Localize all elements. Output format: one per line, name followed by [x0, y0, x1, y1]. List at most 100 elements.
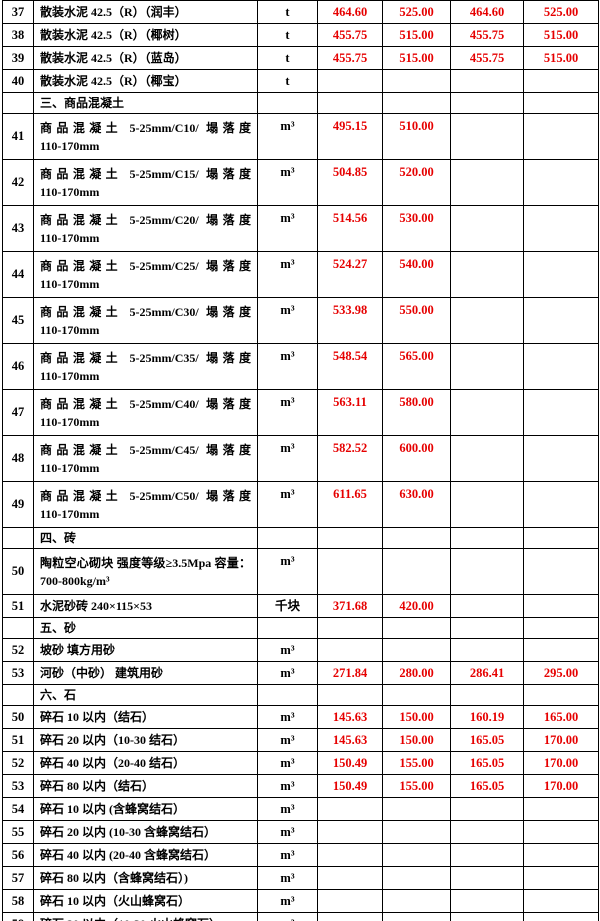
price-cell-2: 150.00	[382, 728, 451, 752]
price-cell-1: 150.49	[317, 774, 383, 798]
price-cell-2: 510.00	[382, 113, 451, 160]
row-number-cell	[2, 617, 34, 639]
price-cell-1: 548.54	[317, 343, 383, 390]
unit-cell: m³	[257, 638, 318, 662]
item-name-cell: 散装水泥 42.5（R）（润丰）	[33, 0, 258, 24]
price-cell-3	[450, 866, 524, 890]
item-row: 53 碎石 80 以内（结石） m³ 150.49 155.00 165.05 170.00	[2, 774, 599, 798]
item-name-cell: 散装水泥 42.5（R）（椰宝）	[33, 69, 258, 93]
price-cell-3	[450, 205, 524, 252]
row-number-cell	[2, 684, 34, 706]
price-cell-4: 515.00	[523, 23, 599, 47]
price-cell-3	[450, 912, 524, 921]
price-cell-3	[450, 113, 524, 160]
price-cell-4	[523, 389, 599, 436]
price-cell-4	[523, 912, 599, 921]
item-name-cell: 商品混凝土 5-25mm/C25/ 塌落度 110-170mm	[33, 251, 258, 298]
price-cell-3: 165.05	[450, 774, 524, 798]
unit-cell: m³	[257, 866, 318, 890]
price-cell-1	[317, 92, 383, 114]
price-cell-2	[382, 820, 451, 844]
item-row: 37 散装水泥 42.5（R）（润丰） t 464.60 525.00 464.60 525…	[2, 0, 599, 24]
item-row: 57 碎石 80 以内（含蜂窝结石）) m³	[2, 866, 599, 890]
price-cell-2	[382, 527, 451, 549]
row-number-cell: 45	[2, 297, 34, 344]
item-name-cell: 商品混凝土 5-25mm/C45/ 塌落度 110-170mm	[33, 435, 258, 482]
price-cell-3	[450, 159, 524, 206]
item-row: 42 商品混凝土 5-25mm/C15/ 塌落度 110-170mm m³ 504.85…	[2, 159, 599, 206]
row-number-cell: 59	[2, 912, 34, 921]
row-number-cell: 42	[2, 159, 34, 206]
row-number-cell: 40	[2, 69, 34, 93]
price-cell-2	[382, 638, 451, 662]
unit-cell	[257, 684, 318, 706]
price-cell-1	[317, 527, 383, 549]
price-cell-4	[523, 159, 599, 206]
price-cell-4: 170.00	[523, 728, 599, 752]
item-row: 52 碎石 40 以内（20-40 结石） m³ 150.49 155.00 165.05…	[2, 751, 599, 775]
item-name-cell: 商品混凝土 5-25mm/C15/ 塌落度 110-170mm	[33, 159, 258, 206]
price-cell-4	[523, 113, 599, 160]
price-cell-2	[382, 843, 451, 867]
unit-cell: 千块	[257, 594, 318, 618]
price-cell-1	[317, 617, 383, 639]
item-row: 56 碎石 40 以内 (20-40 含蜂窝结石） m³	[2, 843, 599, 867]
price-cell-2: 280.00	[382, 661, 451, 685]
price-cell-4	[523, 251, 599, 298]
price-cell-3	[450, 820, 524, 844]
item-name-cell: 河砂（中砂） 建筑用砂	[33, 661, 258, 685]
unit-cell: m³	[257, 548, 318, 595]
price-cell-2: 550.00	[382, 297, 451, 344]
price-cell-1: 504.85	[317, 159, 383, 206]
item-name-cell: 碎石 10 以内（结石）	[33, 705, 258, 729]
price-cell-3	[450, 638, 524, 662]
row-number-cell: 41	[2, 113, 34, 160]
price-cell-4: 295.00	[523, 661, 599, 685]
section-title-cell: 六、石	[33, 684, 258, 706]
price-cell-1	[317, 912, 383, 921]
price-cell-2: 515.00	[382, 46, 451, 70]
row-number-cell: 52	[2, 638, 34, 662]
item-name-cell: 碎石 40 以内（20-40 结石）	[33, 751, 258, 775]
price-cell-3	[450, 594, 524, 618]
item-row: 49 商品混凝土 5-25mm/C50/ 塌落度 110-170mm m³ 611.65…	[2, 481, 599, 528]
item-name-cell: 商品混凝土 5-25mm/C10/ 塌落度 110-170mm	[33, 113, 258, 160]
price-cell-3: 464.60	[450, 0, 524, 24]
unit-cell: t	[257, 69, 318, 93]
price-cell-3	[450, 389, 524, 436]
item-row: 45 商品混凝土 5-25mm/C30/ 塌落度 110-170mm m³ 533.98…	[2, 297, 599, 344]
unit-cell: m³	[257, 481, 318, 528]
price-cell-4: 170.00	[523, 751, 599, 775]
price-cell-1	[317, 797, 383, 821]
price-cell-3	[450, 527, 524, 549]
unit-cell: m³	[257, 751, 318, 775]
price-cell-1: 563.11	[317, 389, 383, 436]
price-cell-2: 150.00	[382, 705, 451, 729]
price-cell-2: 420.00	[382, 594, 451, 618]
unit-cell: m³	[257, 435, 318, 482]
item-name-cell: 散装水泥 42.5（R）（椰树）	[33, 23, 258, 47]
price-cell-1	[317, 638, 383, 662]
price-cell-3	[450, 481, 524, 528]
price-cell-1: 524.27	[317, 251, 383, 298]
price-cell-1: 495.15	[317, 113, 383, 160]
row-number-cell: 44	[2, 251, 34, 298]
item-row: 46 商品混凝土 5-25mm/C35/ 塌落度 110-170mm m³ 548.54…	[2, 343, 599, 390]
item-row: 55 碎石 20 以内 (10-30 含蜂窝结石） m³	[2, 820, 599, 844]
unit-cell: m³	[257, 889, 318, 913]
price-cell-2	[382, 69, 451, 93]
price-cell-1: 150.49	[317, 751, 383, 775]
price-cell-1: 455.75	[317, 23, 383, 47]
row-number-cell: 50	[2, 548, 34, 595]
item-name-cell: 商品混凝土 5-25mm/C50/ 塌落度 110-170mm	[33, 481, 258, 528]
item-name-cell: 商品混凝土 5-25mm/C35/ 塌落度 110-170mm	[33, 343, 258, 390]
unit-cell: m³	[257, 797, 318, 821]
price-cell-3	[450, 843, 524, 867]
item-row: 43 商品混凝土 5-25mm/C20/ 塌落度 110-170mm m³ 514.56…	[2, 205, 599, 252]
item-row: 41 商品混凝土 5-25mm/C10/ 塌落度 110-170mm m³ 495.15…	[2, 113, 599, 160]
unit-cell: m³	[257, 343, 318, 390]
price-cell-2	[382, 617, 451, 639]
item-name-cell: 碎石 40 以内 (20-40 含蜂窝结石）	[33, 843, 258, 867]
